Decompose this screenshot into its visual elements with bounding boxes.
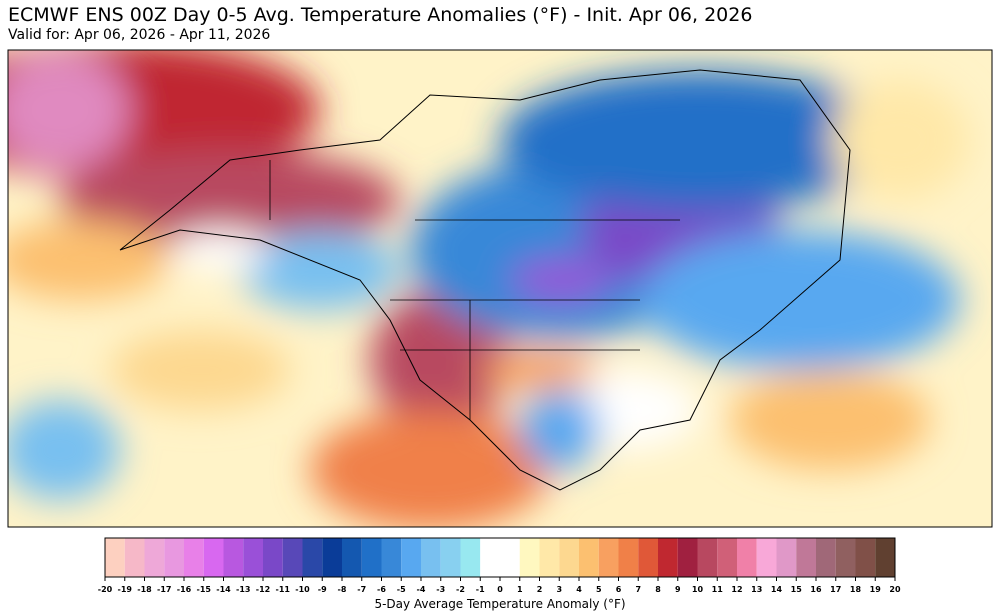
colorbar-swatch <box>302 538 323 577</box>
colorbar-swatch <box>717 538 737 577</box>
colorbar-tick-label: 13 <box>751 585 762 594</box>
colorbar-tick-label: 7 <box>635 585 641 594</box>
colorbar-tick-label: 3 <box>556 585 562 594</box>
colorbar-swatch <box>776 538 797 577</box>
colorbar-swatch <box>421 538 441 577</box>
colorbar-swatch <box>401 538 421 577</box>
colorbar-swatch <box>223 538 244 577</box>
colorbar-swatch <box>598 538 619 577</box>
colorbar-tick-label: 4 <box>576 585 582 594</box>
colorbar-swatch <box>342 538 362 577</box>
colorbar-swatch <box>381 538 402 577</box>
colorbar-swatch <box>855 538 876 577</box>
colorbar-tick-label: -18 <box>137 585 152 594</box>
colorbar-tick-label: -7 <box>357 585 366 594</box>
colorbar-swatch <box>144 538 165 577</box>
colorbar-tick-label: 1 <box>517 585 523 594</box>
colorbar-tick-label: -17 <box>157 585 171 594</box>
colorbar-swatch <box>658 538 678 577</box>
colorbar-swatch <box>539 538 560 577</box>
colorbar-tick-label: 20 <box>889 585 901 594</box>
colorbar-tick-label: -12 <box>256 585 270 594</box>
colorbar-tick-label: -6 <box>377 585 386 594</box>
anomaly-field <box>8 50 992 527</box>
colorbar-swatch <box>737 538 757 577</box>
colorbar-swatch <box>243 538 263 577</box>
colorbar-tick-label: -16 <box>177 585 192 594</box>
colorbar-swatch <box>579 538 599 577</box>
colorbar-swatch <box>756 538 777 577</box>
colorbar-tick-label: -4 <box>417 585 426 594</box>
colorbar-tick-label: 0 <box>497 585 503 594</box>
colorbar-tick-label: -8 <box>338 585 347 594</box>
colorbar-swatch <box>184 538 204 577</box>
map-subtitle: Valid for: Apr 06, 2026 - Apr 11, 2026 <box>8 27 271 43</box>
colorbar-swatch <box>440 538 461 577</box>
colorbar-swatch <box>835 538 856 577</box>
colorbar-swatch <box>282 538 303 577</box>
colorbar-label: 5-Day Average Temperature Anomaly (°F) <box>374 597 625 611</box>
colorbar-swatch <box>480 538 500 577</box>
colorbar-swatch <box>559 538 579 577</box>
colorbar-tick-label: -14 <box>216 585 231 594</box>
colorbar-tick-label: 9 <box>675 585 681 594</box>
colorbar-tick-label: -5 <box>397 585 406 594</box>
colorbar-tick-label: 18 <box>850 585 862 594</box>
colorbar-swatch <box>124 538 145 577</box>
colorbar-tick-label: 10 <box>692 585 704 594</box>
colorbar-tick-label: -1 <box>476 585 485 594</box>
colorbar-swatch <box>164 538 184 577</box>
colorbar-tick-label: 16 <box>810 585 822 594</box>
map-title: ECMWF ENS 00Z Day 0-5 Avg. Temperature A… <box>8 4 753 26</box>
colorbar-swatch <box>875 538 895 577</box>
colorbar-swatch <box>361 538 382 577</box>
colorbar-swatch <box>618 538 639 577</box>
colorbar-tick-label: -3 <box>436 585 445 594</box>
colorbar-tick-label: 2 <box>537 585 543 594</box>
colorbar-tick-label: -15 <box>197 585 212 594</box>
colorbar-swatch <box>697 538 718 577</box>
colorbar-tick-label: -2 <box>456 585 465 594</box>
colorbar-swatch <box>500 538 520 577</box>
colorbar-tick-label: 8 <box>655 585 661 594</box>
colorbar-swatch <box>519 538 540 577</box>
colorbar-tick-label: 19 <box>870 585 882 594</box>
colorbar-swatch <box>638 538 658 577</box>
colorbar-swatch <box>816 538 836 577</box>
colorbar-swatch <box>677 538 698 577</box>
colorbar-tick-label: -11 <box>276 585 291 594</box>
colorbar-tick-label: -10 <box>295 585 310 594</box>
colorbar-tick-label: 12 <box>731 585 742 594</box>
colorbar-tick-label: -19 <box>118 585 133 594</box>
colorbar-tick-label: 6 <box>616 585 622 594</box>
colorbar-tick-label: 11 <box>712 585 724 594</box>
colorbar-swatch <box>460 538 481 577</box>
colorbar-tick-label: 17 <box>830 585 841 594</box>
colorbar-tick-label: -13 <box>236 585 250 594</box>
colorbar-tick-label: 5 <box>596 585 602 594</box>
colorbar-swatch <box>796 538 816 577</box>
colorbar: -20 -19 -18 -17 -16 -15 -14 -13 -12 -11 -10 -9 -8 -7-… <box>98 537 901 611</box>
colorbar-swatch <box>263 538 283 577</box>
colorbar-tick-label: 14 <box>771 585 783 594</box>
colorbar-tick-label: -9 <box>318 585 327 594</box>
map-frame <box>7 49 993 528</box>
colorbar-tick-label: -20 <box>98 585 113 594</box>
colorbar-tick-label: 15 <box>791 585 803 594</box>
colorbar-swatch <box>322 538 342 577</box>
colorbar-swatch <box>203 538 224 577</box>
colorbar-swatch <box>105 538 125 577</box>
